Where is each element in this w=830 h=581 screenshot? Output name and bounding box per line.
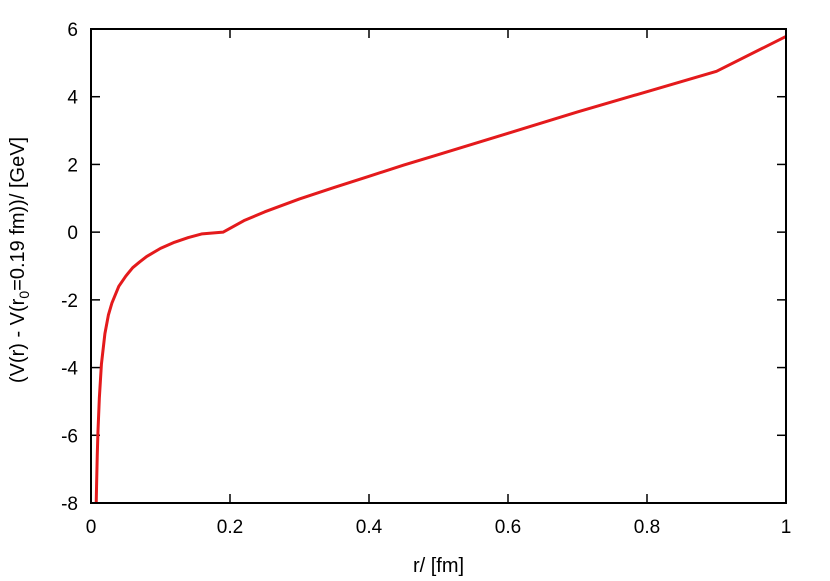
x-tick-label: 0.8: [634, 517, 660, 538]
y-tick-label: -8: [61, 494, 78, 515]
y-tick-label: -6: [61, 426, 78, 447]
y-axis-label-subscript: 0: [16, 291, 32, 299]
y-tick-label: 2: [67, 155, 78, 176]
x-tick-label: 0.6: [495, 517, 521, 538]
x-axis-label: r/ [fm]: [413, 555, 464, 577]
plot-frame: [90, 28, 787, 504]
y-axis-label-main: (V(r) - V(r: [7, 298, 29, 383]
x-tick-label: 0: [86, 517, 97, 538]
x-tick-label: 0.4: [356, 517, 383, 538]
x-tick-label: 1: [781, 517, 792, 538]
y-tick-label: 4: [67, 88, 78, 109]
y-tick-label: 6: [67, 20, 78, 41]
y-tick-label: -4: [61, 359, 78, 380]
y-tick-label: -2: [61, 291, 78, 312]
x-tick-label: 0.2: [217, 517, 243, 538]
tick-marks: [90, 28, 787, 504]
series-line-potential: [94, 35, 787, 504]
y-tick-label: 0: [67, 223, 78, 244]
y-axis-label: (V(r) - V(r0=0.19 fm))/ [GeV]: [7, 137, 32, 383]
y-axis-label-rest: =0.19 fm))/ [GeV]: [7, 137, 29, 291]
tick-labels: 0 0.2 0.4 0.6 0.8 1 -8 -6 -4 -2 0 2 4 6: [61, 20, 791, 538]
